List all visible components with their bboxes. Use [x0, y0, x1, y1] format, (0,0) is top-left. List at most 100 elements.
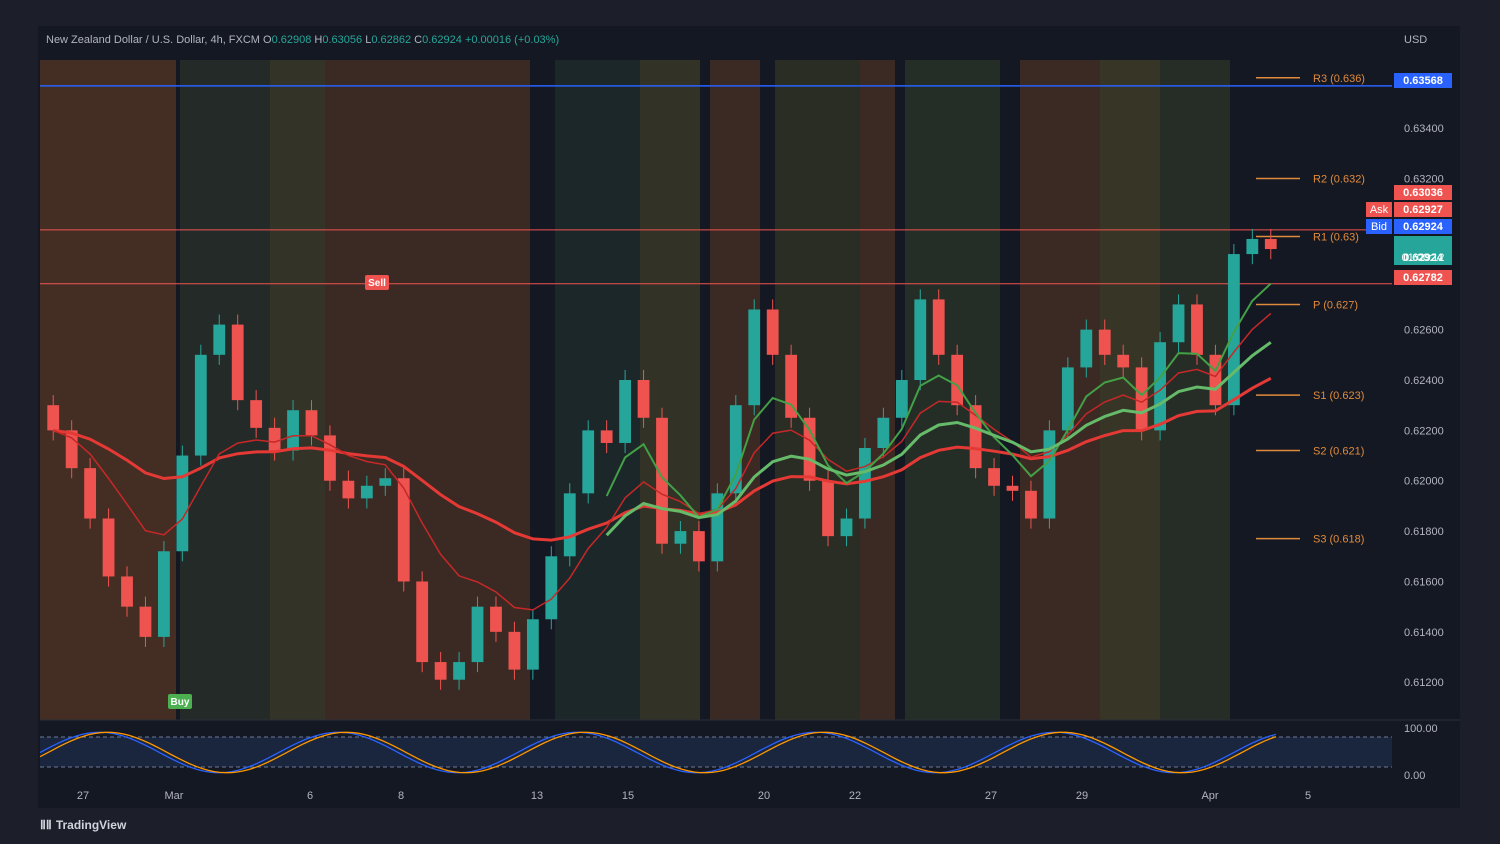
change-value: +0.00016 (+0.03%) [464, 34, 560, 46]
candle-body [305, 410, 318, 436]
candle-body [895, 380, 908, 418]
price-tag-low: 0.62782 [1403, 272, 1443, 284]
candle-body [1154, 342, 1166, 431]
candle-body [637, 380, 650, 418]
buy-signal-badge [168, 694, 192, 709]
price-tag-bid: 0.62924 [1403, 221, 1444, 233]
x-tick-label: 5 [1305, 790, 1311, 802]
x-tick-label: 8 [398, 790, 404, 802]
candle-body [932, 299, 945, 355]
candle-body [656, 417, 668, 544]
close-value: 0.62924 [422, 34, 462, 46]
low-value: 0.62862 [371, 34, 412, 46]
x-tick-label: Apr [1201, 790, 1218, 802]
high-value: 0.63056 [322, 34, 363, 46]
candle-body [397, 478, 410, 582]
open-label: O [263, 34, 272, 46]
ma-line-green-slow [605, 341, 1272, 537]
candle-body [563, 493, 576, 557]
candle-body [1025, 490, 1037, 519]
sell-signal-label: Sell [368, 278, 386, 289]
oscillator-tick: 0.00 [1404, 770, 1425, 782]
price-tag-blue-bg [1394, 73, 1452, 88]
candle-body [1135, 367, 1148, 431]
currency-label: USD [1404, 34, 1428, 46]
y-tick-label: 0.62600 [1404, 325, 1444, 337]
candle-body [342, 480, 355, 499]
candle-body [1043, 430, 1056, 519]
candle-body [176, 455, 189, 552]
candle-body [1246, 238, 1259, 255]
candle-body [1080, 329, 1093, 368]
candle-body [914, 299, 927, 380]
x-tick-label: 22 [849, 790, 861, 802]
candle-body [121, 576, 133, 607]
tradingview-logo: ⅡⅡ TradingView [40, 818, 126, 832]
candle-body [748, 309, 761, 406]
buy-signal-label: Buy [171, 697, 190, 708]
shaded-zone [40, 60, 176, 720]
y-tick-label: 0.61200 [1404, 677, 1444, 689]
y-tick-label: 0.62000 [1404, 476, 1444, 488]
candle-body [231, 324, 244, 401]
pivot-label: S1 (0.623) [1313, 390, 1364, 402]
candle-body [766, 309, 779, 355]
candle-body [65, 430, 78, 469]
ask-label: Ask [1370, 204, 1389, 216]
low-label: L [365, 34, 372, 46]
candle-body [84, 468, 97, 519]
candle-body [1098, 329, 1111, 355]
price-tag-high: 0.63036 [1403, 187, 1443, 199]
x-tick-label: 13 [531, 790, 543, 802]
price-tag-low-bg [1394, 270, 1452, 285]
oscillator-k-line [39, 731, 1277, 774]
close-label: C [414, 34, 423, 46]
candle-body [471, 606, 484, 663]
price-tag-last: 0.62924 [1403, 252, 1444, 264]
bid-label: Bid [1371, 221, 1387, 233]
candle-body [1006, 485, 1019, 491]
candle-body [324, 435, 336, 481]
candle-body [803, 417, 816, 481]
x-tick-label: 6 [307, 790, 313, 802]
symbol-header: New Zealand Dollar / U.S. Dollar, 4h, FX… [46, 34, 559, 46]
x-tick-label: Mar [165, 790, 184, 802]
candle-body [1061, 367, 1074, 431]
ma-line-green [605, 282, 1272, 519]
candle-body [453, 662, 465, 680]
pivot-label: S3 (0.618) [1313, 534, 1364, 546]
candle-body [268, 427, 281, 451]
candle-body [859, 448, 871, 519]
shaded-zone [860, 60, 895, 720]
candle-body [877, 417, 890, 448]
candle-body [969, 405, 982, 469]
pivot-label: R3 (0.636) [1313, 73, 1365, 85]
candle-body [139, 606, 152, 637]
pivot-label: P (0.627) [1313, 299, 1358, 311]
candle-body [822, 480, 834, 537]
candle-body [711, 493, 724, 562]
oscillator-band [40, 737, 1392, 767]
open-value: 0.62908 [271, 34, 312, 46]
candle-body [1191, 304, 1203, 355]
candle-body [988, 468, 1000, 486]
y-tick-label: 0.63400 [1404, 123, 1444, 135]
oscillator-d-line [39, 731, 1277, 774]
candle-body [619, 380, 632, 443]
candle-body [434, 662, 447, 680]
y-tick-label: 0.62200 [1404, 425, 1444, 437]
pivot-label: R2 (0.632) [1313, 174, 1365, 186]
candle-body [360, 485, 373, 499]
candle-body [379, 478, 392, 486]
candle-body [582, 430, 595, 494]
candle-body [1209, 354, 1222, 406]
candle-body [416, 581, 429, 663]
candle-body [692, 531, 705, 562]
candle-body [490, 606, 502, 632]
candle-body [545, 556, 558, 620]
price-tag-bid-bg [1394, 219, 1452, 234]
x-tick-label: 29 [1076, 790, 1088, 802]
candle-body [674, 531, 687, 544]
